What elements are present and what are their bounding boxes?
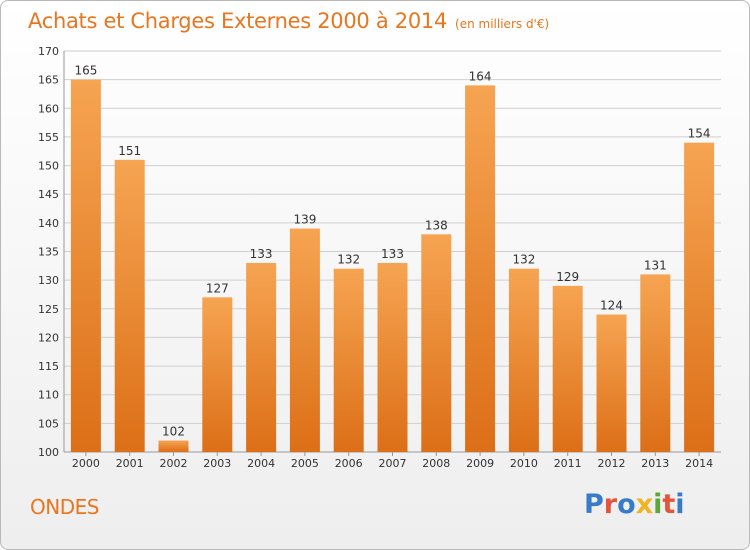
chart-subtitle: (en milliers d'€): [455, 17, 550, 31]
x-tick-label-2014: 2014: [685, 457, 713, 470]
y-tick-label: 135: [38, 246, 59, 259]
y-tick-label: 105: [38, 417, 59, 430]
x-tick-label-2012: 2012: [598, 457, 626, 470]
y-tick-label: 145: [38, 188, 59, 201]
x-tick-label-2008: 2008: [422, 457, 450, 470]
x-tick-label-2009: 2009: [466, 457, 494, 470]
bar-2003: [202, 297, 233, 452]
x-tick-label-2003: 2003: [203, 457, 231, 470]
x-tick-label-2000: 2000: [72, 457, 100, 470]
x-tick-label-2007: 2007: [379, 457, 407, 470]
y-tick-label: 170: [38, 45, 59, 58]
data-label-2005: 139: [293, 213, 316, 227]
data-label-2014: 154: [688, 127, 711, 141]
x-tick-label-2010: 2010: [510, 457, 538, 470]
bar-2001: [114, 159, 145, 453]
x-tick-label-2006: 2006: [335, 457, 363, 470]
commune-name: ONDES: [30, 495, 99, 519]
x-tick-label-2001: 2001: [116, 457, 144, 470]
x-tick-label-2011: 2011: [554, 457, 582, 470]
data-label-2007: 133: [381, 247, 404, 261]
data-label-2011: 129: [556, 270, 579, 284]
y-tick-label: 120: [38, 331, 59, 344]
data-label-2009: 164: [469, 69, 492, 83]
x-tick-label-2005: 2005: [291, 457, 319, 470]
bar-2004: [246, 262, 277, 452]
bar-2000: [70, 79, 101, 453]
chart-title: Achats et Charges Externes 2000 à 2014 (e…: [28, 9, 549, 33]
y-tick-label: 100: [38, 446, 59, 459]
bar-2011: [552, 285, 583, 452]
bar-2014: [684, 142, 715, 452]
y-tick-label: 165: [38, 74, 59, 87]
y-tick-label: 130: [38, 274, 59, 287]
bar-2007: [377, 262, 408, 452]
x-tick-label-2002: 2002: [160, 457, 188, 470]
y-tick-label: 140: [38, 217, 59, 230]
y-tick-label: 125: [38, 303, 59, 316]
y-tick-label: 110: [38, 389, 59, 402]
bar-2009: [465, 85, 496, 452]
bar-2006: [333, 268, 364, 452]
data-label-2000: 165: [74, 64, 97, 78]
data-label-2004: 133: [250, 247, 273, 261]
y-tick-label: 150: [38, 160, 59, 173]
y-tick-label: 155: [38, 131, 59, 144]
data-label-2013: 131: [644, 258, 667, 272]
x-tick-label-2013: 2013: [641, 457, 669, 470]
data-label-2001: 151: [118, 144, 141, 158]
data-label-2008: 138: [425, 218, 448, 232]
y-tick-label: 160: [38, 102, 59, 115]
y-tick-label: 115: [38, 360, 59, 373]
bar-2002: [158, 440, 189, 452]
data-label-2006: 132: [337, 253, 360, 267]
data-label-2012: 124: [600, 299, 623, 313]
bar-2010: [508, 268, 539, 452]
data-label-2002: 102: [162, 425, 185, 439]
bar-2012: [596, 314, 627, 452]
proxiti-logo: Proxiti: [584, 489, 685, 520]
chart-title-text: Achats et Charges Externes 2000 à 2014: [28, 9, 448, 33]
data-label-2010: 132: [512, 253, 535, 267]
data-label-2003: 127: [206, 281, 229, 295]
bar-2013: [640, 274, 671, 452]
bar-2008: [421, 234, 452, 452]
x-tick-label-2004: 2004: [247, 457, 275, 470]
bar-2005: [289, 228, 320, 452]
